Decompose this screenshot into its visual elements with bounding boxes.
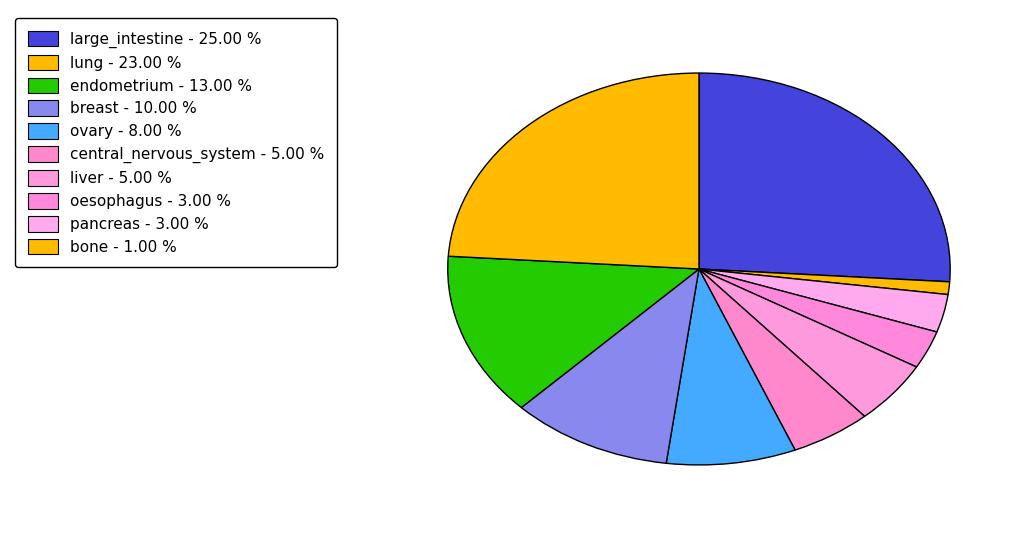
Wedge shape bbox=[699, 269, 948, 332]
Wedge shape bbox=[699, 269, 865, 450]
Wedge shape bbox=[667, 269, 795, 465]
Wedge shape bbox=[699, 269, 917, 416]
Wedge shape bbox=[699, 73, 950, 282]
Wedge shape bbox=[522, 269, 699, 463]
Wedge shape bbox=[699, 269, 949, 295]
Wedge shape bbox=[449, 73, 699, 269]
Wedge shape bbox=[448, 256, 699, 408]
Legend: large_intestine - 25.00 %, lung - 23.00 %, endometrium - 13.00 %, breast - 10.00: large_intestine - 25.00 %, lung - 23.00 … bbox=[15, 18, 336, 267]
Wedge shape bbox=[699, 269, 937, 367]
